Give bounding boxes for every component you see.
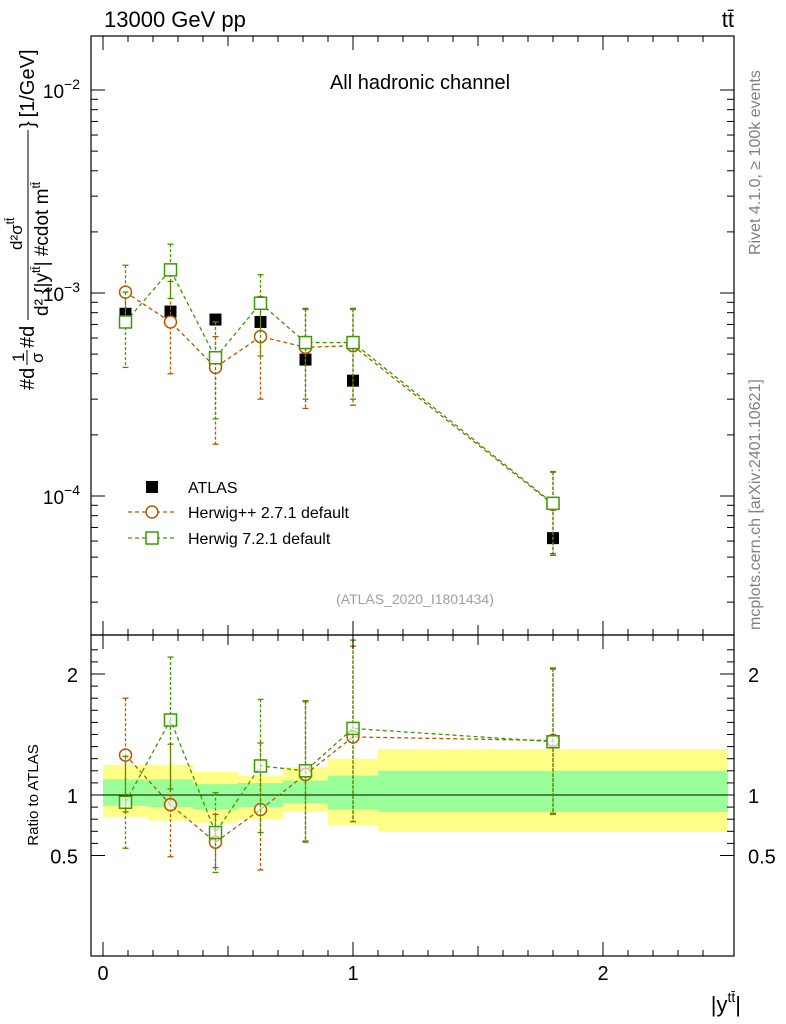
ratio-point [546, 735, 560, 749]
legend: ATLAS Herwig++ 2.7.1 default Herwig 7.2.… [128, 480, 350, 548]
x-tick-label: 0 [97, 963, 108, 985]
channel-title: All hadronic channel [330, 72, 510, 94]
x-tick-label: 2 [597, 963, 608, 985]
data-point [546, 496, 560, 511]
ylabel-numerator: d²σtt̄ [3, 217, 26, 250]
ratio-point [118, 795, 133, 810]
ratio-point [118, 748, 133, 762]
ratio-point [163, 797, 178, 812]
ratio-y-tick-label-right: 2 [748, 665, 759, 687]
series-line [125, 268, 554, 504]
header-energy: 13000 GeV pp [104, 7, 246, 32]
ylabel-denominator: d² {|ytt̄| #cdot mtt̄ [29, 181, 53, 316]
ratio-y-tick-label: 2 [67, 665, 78, 687]
legend-herwigpp-label: Herwig++ 2.7.1 default [188, 505, 350, 522]
series-line [125, 291, 554, 505]
ratio-ticks: 2 2 1 1 0.5 0.5 0 1 2 [50, 635, 776, 985]
ratio-point [346, 721, 360, 736]
mcplots-text: mcplots.cern.ch [arXiv:2401.10621] [747, 379, 764, 630]
legend-herwig7-label: Herwig 7.2.1 default [188, 531, 331, 548]
legend-atlas-label: ATLAS [188, 480, 238, 497]
ylabel-prefix: #d [17, 368, 39, 390]
data-point [163, 263, 178, 277]
ratio-y-tick-label: 0.5 [50, 847, 78, 869]
y-tick-label: 10−3 [43, 279, 80, 306]
data-point [253, 296, 268, 311]
svg-text:#d: #d [17, 368, 39, 390]
ratio-y-tick-label-right: 0.5 [748, 847, 776, 869]
ratio-y-tick-label: 1 [67, 786, 78, 808]
main-plot-series [118, 243, 560, 557]
legend-herwig7-marker [145, 531, 159, 545]
data-point [118, 315, 133, 329]
data-point [346, 335, 360, 350]
legend-atlas-marker [146, 481, 158, 493]
rivet-version-text: Rivet 4.1.0, ≥ 100k events [747, 70, 764, 255]
band-inner [193, 784, 238, 810]
ratio-y-tick-label-right: 1 [748, 786, 759, 808]
x-axis-label: |ytt̄| [711, 989, 741, 1017]
ratio-y-axis-label: Ratio to ATLAS [25, 744, 42, 845]
data-point [208, 350, 223, 365]
legend-herwigpp-marker [145, 505, 159, 519]
ylabel-brace-unit: }[1/GeV] [17, 50, 39, 129]
data-point [298, 335, 313, 350]
ylabel-one: 1 [9, 353, 28, 362]
ratio-point [208, 825, 223, 840]
x-tick-label: 1 [347, 963, 358, 985]
ylabel-sigma: σ [28, 352, 47, 363]
analysis-watermark: (ATLAS_2020_I1801434) [336, 591, 494, 607]
main-y-axis-label: #d 1 σ #d d²σtt̄ d² {|ytt̄| #cdot mtt̄ }… [3, 50, 53, 391]
ylabel-hashd: #d [17, 326, 39, 348]
data-point [163, 315, 178, 329]
main-ticks: 10−2 10−3 10−4 [43, 36, 734, 635]
ratio-plot-series [118, 639, 560, 874]
y-tick-label: 10−2 [43, 76, 80, 103]
ratio-point [298, 764, 313, 778]
y-tick-label: 10−4 [43, 482, 80, 509]
header-process: tt̄ [722, 7, 734, 32]
ratio-point [253, 759, 268, 773]
ratio-point [163, 713, 178, 727]
ratio-uncertainty-bands [103, 749, 728, 832]
